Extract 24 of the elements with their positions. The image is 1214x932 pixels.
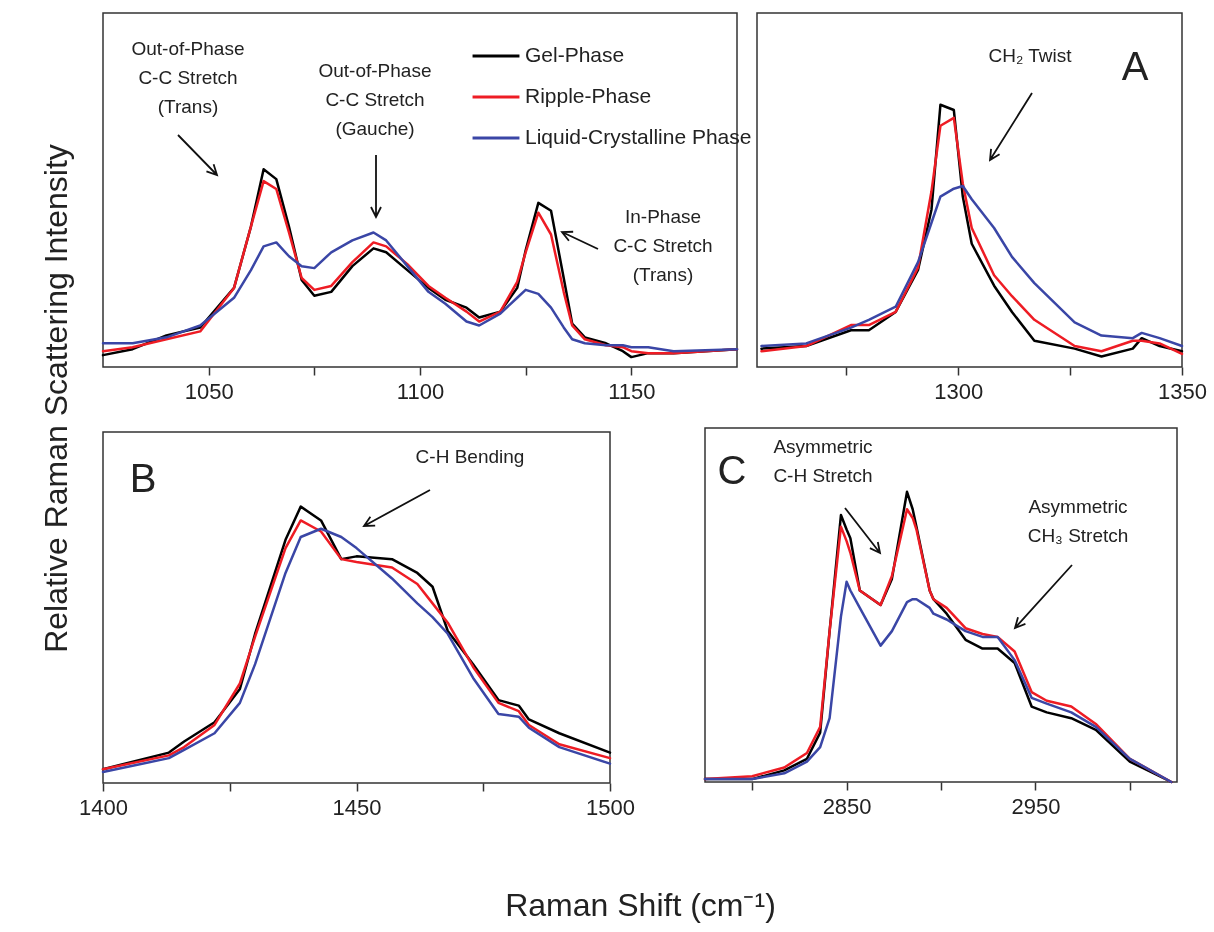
text: A (1121, 44, 1149, 88)
x-tick-label: 1400 (79, 794, 128, 820)
x-tick-label: 1050 (184, 378, 234, 404)
annotation: C (717, 448, 747, 492)
text: Out-of-Phase C-C Stretch (Trans) (131, 38, 245, 117)
x-tick-label: 2850 (822, 793, 872, 819)
annotation: In-Phase C-C Stretch (Trans) (613, 206, 713, 285)
x-tick-label: 1350 (1158, 378, 1207, 404)
x-tick-label: 1450 (332, 794, 382, 820)
x-axis-title: Raman Shift (cm⁻¹) (505, 886, 776, 923)
legend-label: Ripple-Phase (525, 84, 652, 107)
x-tick-label: 1300 (934, 378, 984, 404)
text: Asymmetric C-H Stretch (773, 436, 873, 486)
text: C-H Bending (415, 446, 525, 467)
annotation: Asymmetric CH₃ Stretch (1027, 496, 1129, 546)
x-tick-label: 1150 (608, 378, 656, 404)
y-axis-title: Relative Raman Scattering Intensity (37, 144, 74, 653)
text: Out-of-Phase C-C Stretch (Gauche) (318, 60, 432, 139)
x-tick-label: 1100 (396, 378, 445, 404)
x-tick-label: 2950 (1011, 793, 1061, 819)
text: B (129, 456, 157, 500)
text: CH₂ Twist (988, 45, 1073, 66)
legend-label: Gel-Phase (525, 43, 625, 66)
x-tick-label: 1500 (586, 794, 635, 820)
